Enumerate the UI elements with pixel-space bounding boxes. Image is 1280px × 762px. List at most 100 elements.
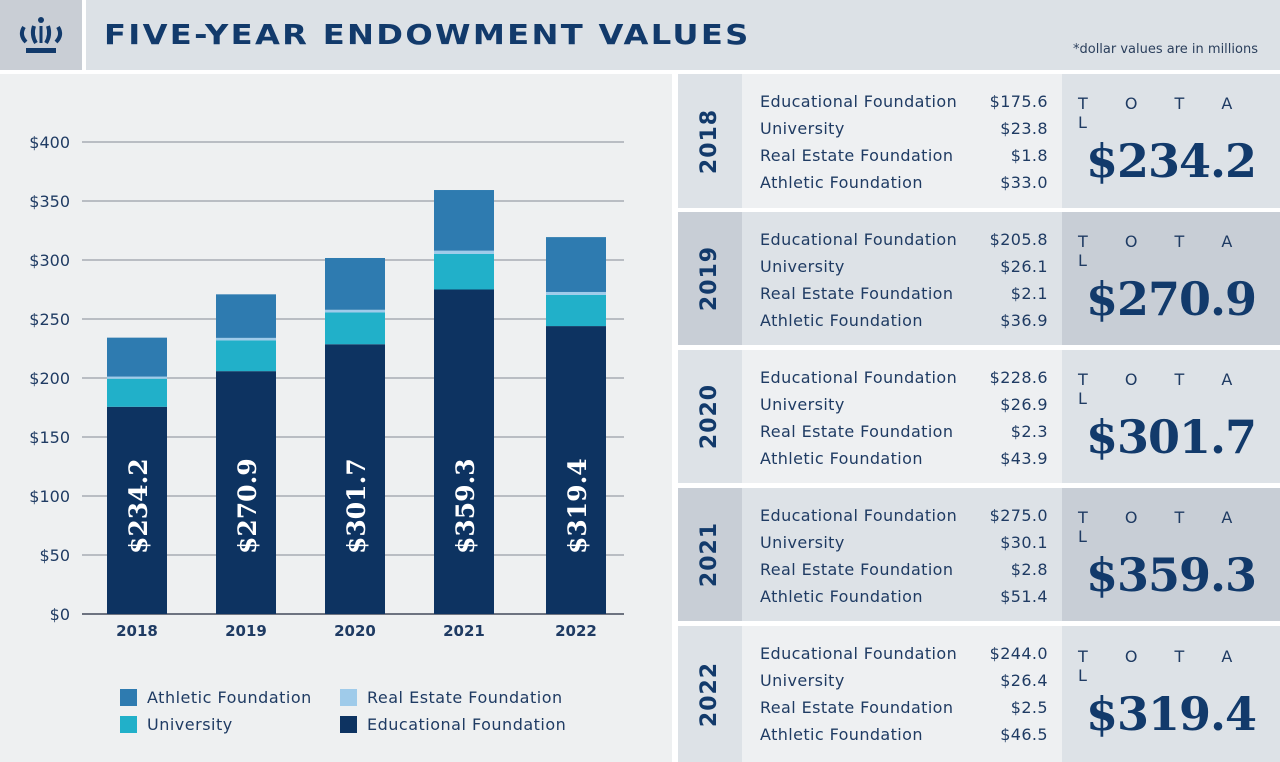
- item-value: $228.6: [989, 368, 1048, 387]
- y-tick-label: $150: [29, 428, 70, 447]
- bar-total-label: $301.7: [342, 458, 371, 554]
- breakdown-item: Educational Foundation $205.8: [760, 226, 1048, 253]
- item-label: Athletic Foundation: [760, 173, 923, 192]
- item-value: $46.5: [1000, 725, 1048, 744]
- x-tick-label: 2022: [555, 622, 597, 640]
- legend-university: University: [120, 715, 233, 734]
- item-label: Educational Foundation: [760, 368, 958, 387]
- item-value: $26.4: [1000, 671, 1048, 690]
- item-label: Athletic Foundation: [760, 449, 923, 468]
- breakdown-item: Real Estate Foundation $2.1: [760, 280, 1048, 307]
- legend-swatch-educational: [340, 716, 357, 733]
- item-label: University: [760, 671, 845, 690]
- year-label: 2020: [697, 383, 723, 450]
- item-value: $2.3: [1010, 422, 1048, 441]
- bar-segment-educational-foundation: [216, 371, 276, 614]
- legend-swatch-university: [120, 716, 137, 733]
- breakdown-item: Athletic Foundation $51.4: [760, 583, 1048, 610]
- item-label: Educational Foundation: [760, 644, 958, 663]
- breakdown-item: Athletic Foundation $36.9: [760, 307, 1048, 334]
- bar-segment-real-estate-foundation: [216, 337, 276, 341]
- item-label: Athletic Foundation: [760, 725, 923, 744]
- breakdown-item: Educational Foundation $275.0: [760, 502, 1048, 529]
- item-value: $33.0: [1000, 173, 1048, 192]
- year-row-2022: 2022 Educational Foundation $244.0 Univers…: [678, 626, 1280, 762]
- total-cell: T O T A L $319.4: [1062, 626, 1280, 762]
- x-tick-label: 2018: [116, 622, 158, 640]
- breakdown-list: Educational Foundation $205.8 University $2…: [742, 212, 1062, 345]
- bar-total-label: $270.9: [233, 458, 262, 554]
- total-label: T O T A L: [1078, 369, 1249, 408]
- x-tick-label: 2020: [334, 622, 376, 640]
- bar-segment-athletic-foundation: [434, 190, 494, 251]
- item-value: $2.8: [1010, 560, 1048, 579]
- breakdown-item: Real Estate Foundation $2.3: [760, 418, 1048, 445]
- crown-icon: [19, 17, 63, 53]
- breakdown-item: University $26.9: [760, 391, 1048, 418]
- bar-segment-athletic-foundation: [546, 237, 606, 292]
- bar-segment-educational-foundation: [434, 289, 494, 614]
- y-tick-label: $250: [29, 310, 70, 329]
- legend-real-estate: Real Estate Foundation: [340, 688, 563, 707]
- bar-segment-university: [216, 340, 276, 372]
- item-value: $26.1: [1000, 257, 1048, 276]
- breakdown-item: Athletic Foundation $43.9: [760, 445, 1048, 472]
- y-tick-label: $300: [29, 251, 70, 270]
- y-tick-label: $400: [29, 133, 70, 152]
- item-value: $2.5: [1010, 698, 1048, 717]
- item-label: Educational Foundation: [760, 230, 958, 249]
- total-label: T O T A L: [1078, 507, 1249, 546]
- breakdown-item: Athletic Foundation $46.5: [760, 721, 1048, 748]
- bar-segment-real-estate-foundation: [434, 250, 494, 254]
- breakdown-item: Real Estate Foundation $2.8: [760, 556, 1048, 583]
- breakdown-list: Educational Foundation $275.0 University $3…: [742, 488, 1062, 621]
- header: FIVE-YEAR ENDOWMENT VALUES *dollar value…: [86, 0, 1280, 70]
- legend-educational: Educational Foundation: [340, 715, 566, 734]
- legend-label: Athletic Foundation: [147, 688, 312, 707]
- total-value: $234.2: [1085, 134, 1257, 188]
- bar-segment-real-estate-foundation: [325, 309, 385, 313]
- breakdown-item: Educational Foundation $244.0: [760, 640, 1048, 667]
- breakdown-item: University $26.1: [760, 253, 1048, 280]
- item-value: $275.0: [989, 506, 1048, 525]
- item-value: $51.4: [1000, 587, 1048, 606]
- total-label: T O T A L: [1078, 231, 1249, 270]
- year-cell: 2020: [678, 350, 742, 483]
- item-value: $30.1: [1000, 533, 1048, 552]
- legend-label: Educational Foundation: [367, 715, 567, 734]
- bar-total-label: $234.2: [124, 458, 153, 554]
- item-label: University: [760, 533, 845, 552]
- legend-swatch-athletic: [120, 689, 137, 706]
- bar-total-label: $359.3: [451, 458, 480, 554]
- y-tick-label: $100: [29, 487, 70, 506]
- item-value: $244.0: [989, 644, 1048, 663]
- item-label: University: [760, 257, 845, 276]
- total-cell: T O T A L $301.7: [1062, 350, 1280, 483]
- year-label: 2018: [697, 108, 723, 174]
- item-label: Real Estate Foundation: [760, 698, 954, 717]
- breakdown-list: Educational Foundation $228.6 University $2…: [742, 350, 1062, 483]
- total-label: T O T A L: [1078, 94, 1249, 132]
- item-label: Athletic Foundation: [760, 311, 923, 330]
- logo: [0, 0, 82, 70]
- year-label: 2022: [697, 661, 723, 727]
- item-value: $2.1: [1010, 284, 1048, 303]
- bar-total-label: $319.4: [563, 458, 592, 554]
- item-value: $36.9: [1000, 311, 1048, 330]
- item-value: $1.8: [1010, 146, 1048, 165]
- y-tick-label: $0: [50, 605, 70, 624]
- item-label: Athletic Foundation: [760, 587, 923, 606]
- bar-segment-real-estate-foundation: [107, 376, 167, 379]
- bar-segment-university: [434, 253, 494, 290]
- y-tick-label: $50: [39, 546, 70, 565]
- legend-athletic: Athletic Foundation: [120, 688, 312, 707]
- total-cell: T O T A L $359.3: [1062, 488, 1280, 621]
- item-value: $43.9: [1000, 449, 1048, 468]
- breakdown-item: Athletic Foundation $33.0: [760, 169, 1048, 196]
- breakdown-item: Educational Foundation $175.6: [760, 88, 1048, 115]
- bar-segment-university: [546, 294, 606, 327]
- x-tick-label: 2021: [443, 622, 485, 640]
- year-row-2020: 2020 Educational Foundation $228.6 Univers…: [678, 350, 1280, 483]
- legend-swatch-real-estate: [340, 689, 357, 706]
- breakdown-item: University $23.8: [760, 115, 1048, 142]
